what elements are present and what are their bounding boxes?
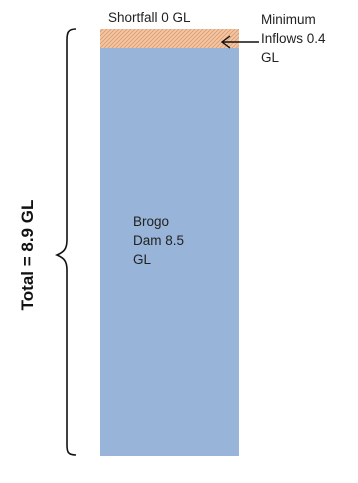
brogo-dam-block (100, 48, 239, 456)
inflows-arrow (220, 35, 259, 49)
minimum-inflows-block (100, 29, 239, 48)
dam-label-line: GL (133, 252, 152, 267)
shortfall-label: Shortfall 0 GL (108, 10, 191, 25)
inflows-label-line: Minimum (261, 12, 316, 27)
dam-label-line: Brogo (133, 214, 170, 229)
brogo-dam-label: Brogo Dam 8.5 GL (133, 212, 184, 269)
minimum-inflows-label: Minimum Inflows 0.4 GL (261, 10, 326, 67)
inflows-label-line: Inflows 0.4 (261, 31, 326, 46)
inflows-label-line: GL (261, 50, 280, 65)
total-label: Total = 8.9 GL (18, 199, 37, 311)
dam-label-line: Dam 8.5 (133, 233, 185, 248)
total-bracket (54, 28, 77, 456)
